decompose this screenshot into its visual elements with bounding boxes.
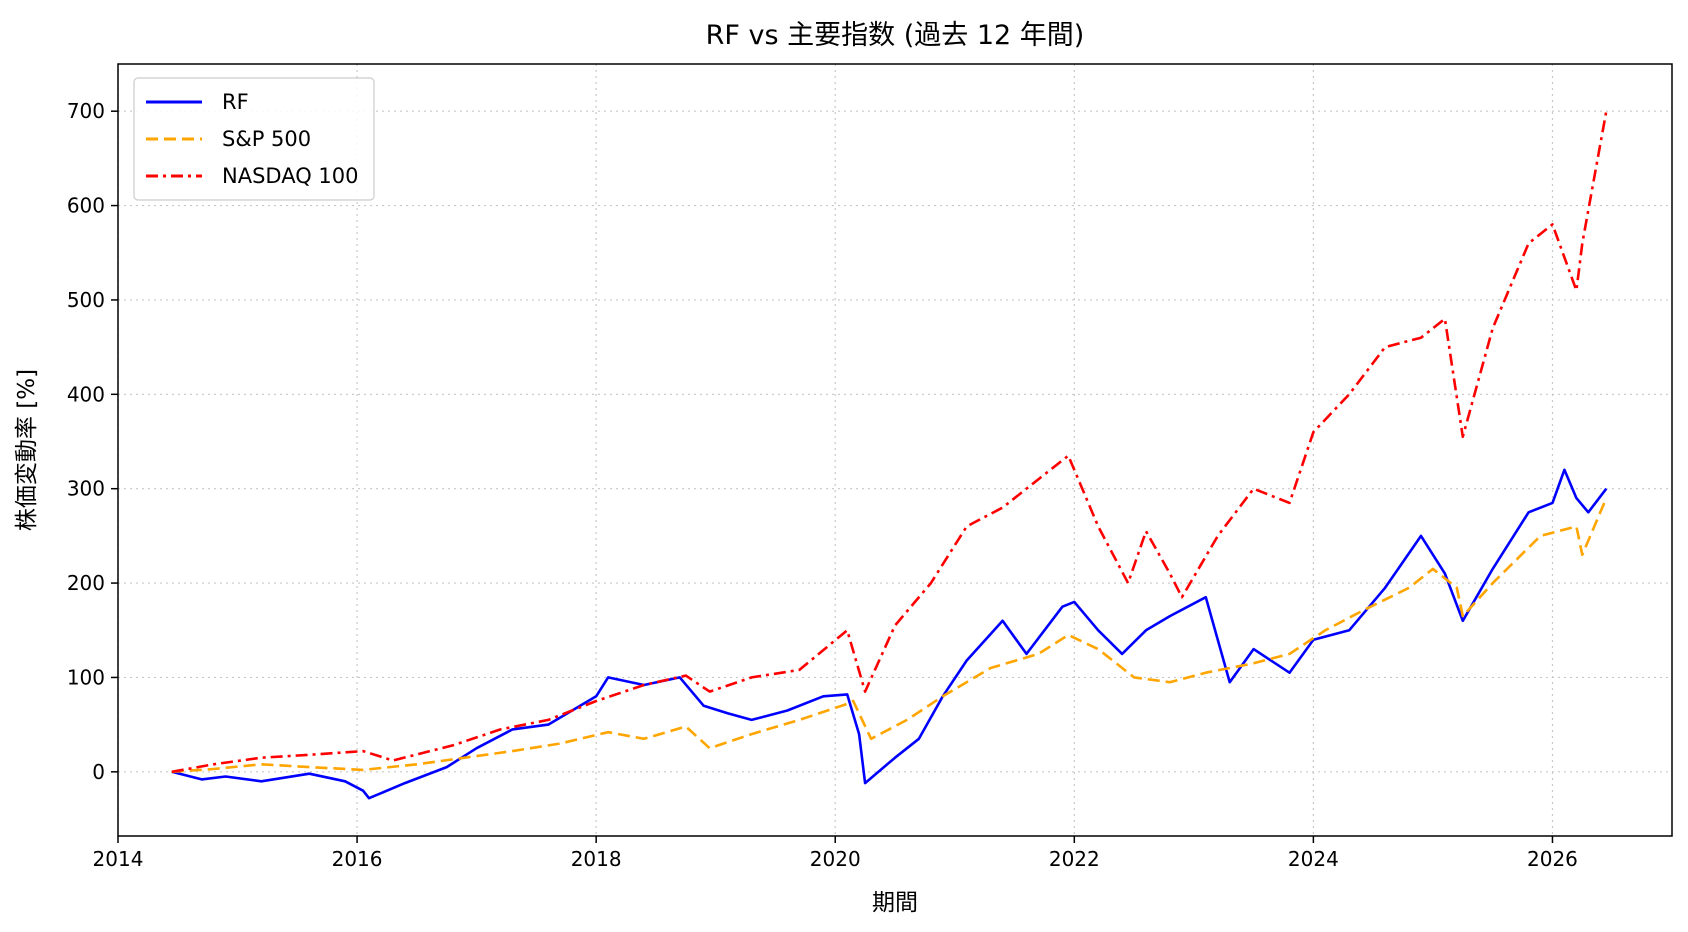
y-tick-label: 0 <box>92 760 105 784</box>
legend-box <box>133 77 375 201</box>
legend-label-nasdaq100: NASDAQ 100 <box>222 164 359 188</box>
legend: RF S&P 500 NASDAQ 100 <box>133 77 375 201</box>
series-line-sp500 <box>171 497 1608 774</box>
x-tick-label: 2026 <box>1527 847 1578 871</box>
x-tick-label: 2020 <box>810 847 861 871</box>
series-line-rf <box>171 468 1608 800</box>
legend-label-rf: RF <box>222 90 249 114</box>
x-tick-label: 2024 <box>1288 847 1339 871</box>
x-axis-title: 期間 <box>872 890 918 916</box>
y-tick-label: 300 <box>67 477 105 501</box>
y-tick-label: 600 <box>67 194 105 218</box>
y-tick-label: 400 <box>67 382 105 406</box>
grid <box>117 64 1672 836</box>
plot-series <box>171 110 1608 800</box>
series-line-nasdaq100 <box>171 110 1608 774</box>
y-axis-title: 株価変動率 [%] <box>14 369 40 531</box>
axes: 2014 2016 2018 2020 2022 2024 2026 0 100 200 300 40… <box>67 99 1578 871</box>
x-tick-label: 2014 <box>93 847 144 871</box>
y-tick-label: 500 <box>67 288 105 312</box>
y-tick-label: 700 <box>67 99 105 123</box>
legend-label-sp500: S&P 500 <box>222 127 311 151</box>
y-tick-label: 200 <box>67 571 105 595</box>
plot-frame <box>117 63 1673 837</box>
x-tick-label: 2022 <box>1049 847 1100 871</box>
y-tick-label: 100 <box>67 665 105 689</box>
chart-title: RF vs 主要指数 (過去 12 年間) <box>706 20 1085 51</box>
x-tick-label: 2016 <box>332 847 383 871</box>
x-tick-label: 2018 <box>571 847 622 871</box>
